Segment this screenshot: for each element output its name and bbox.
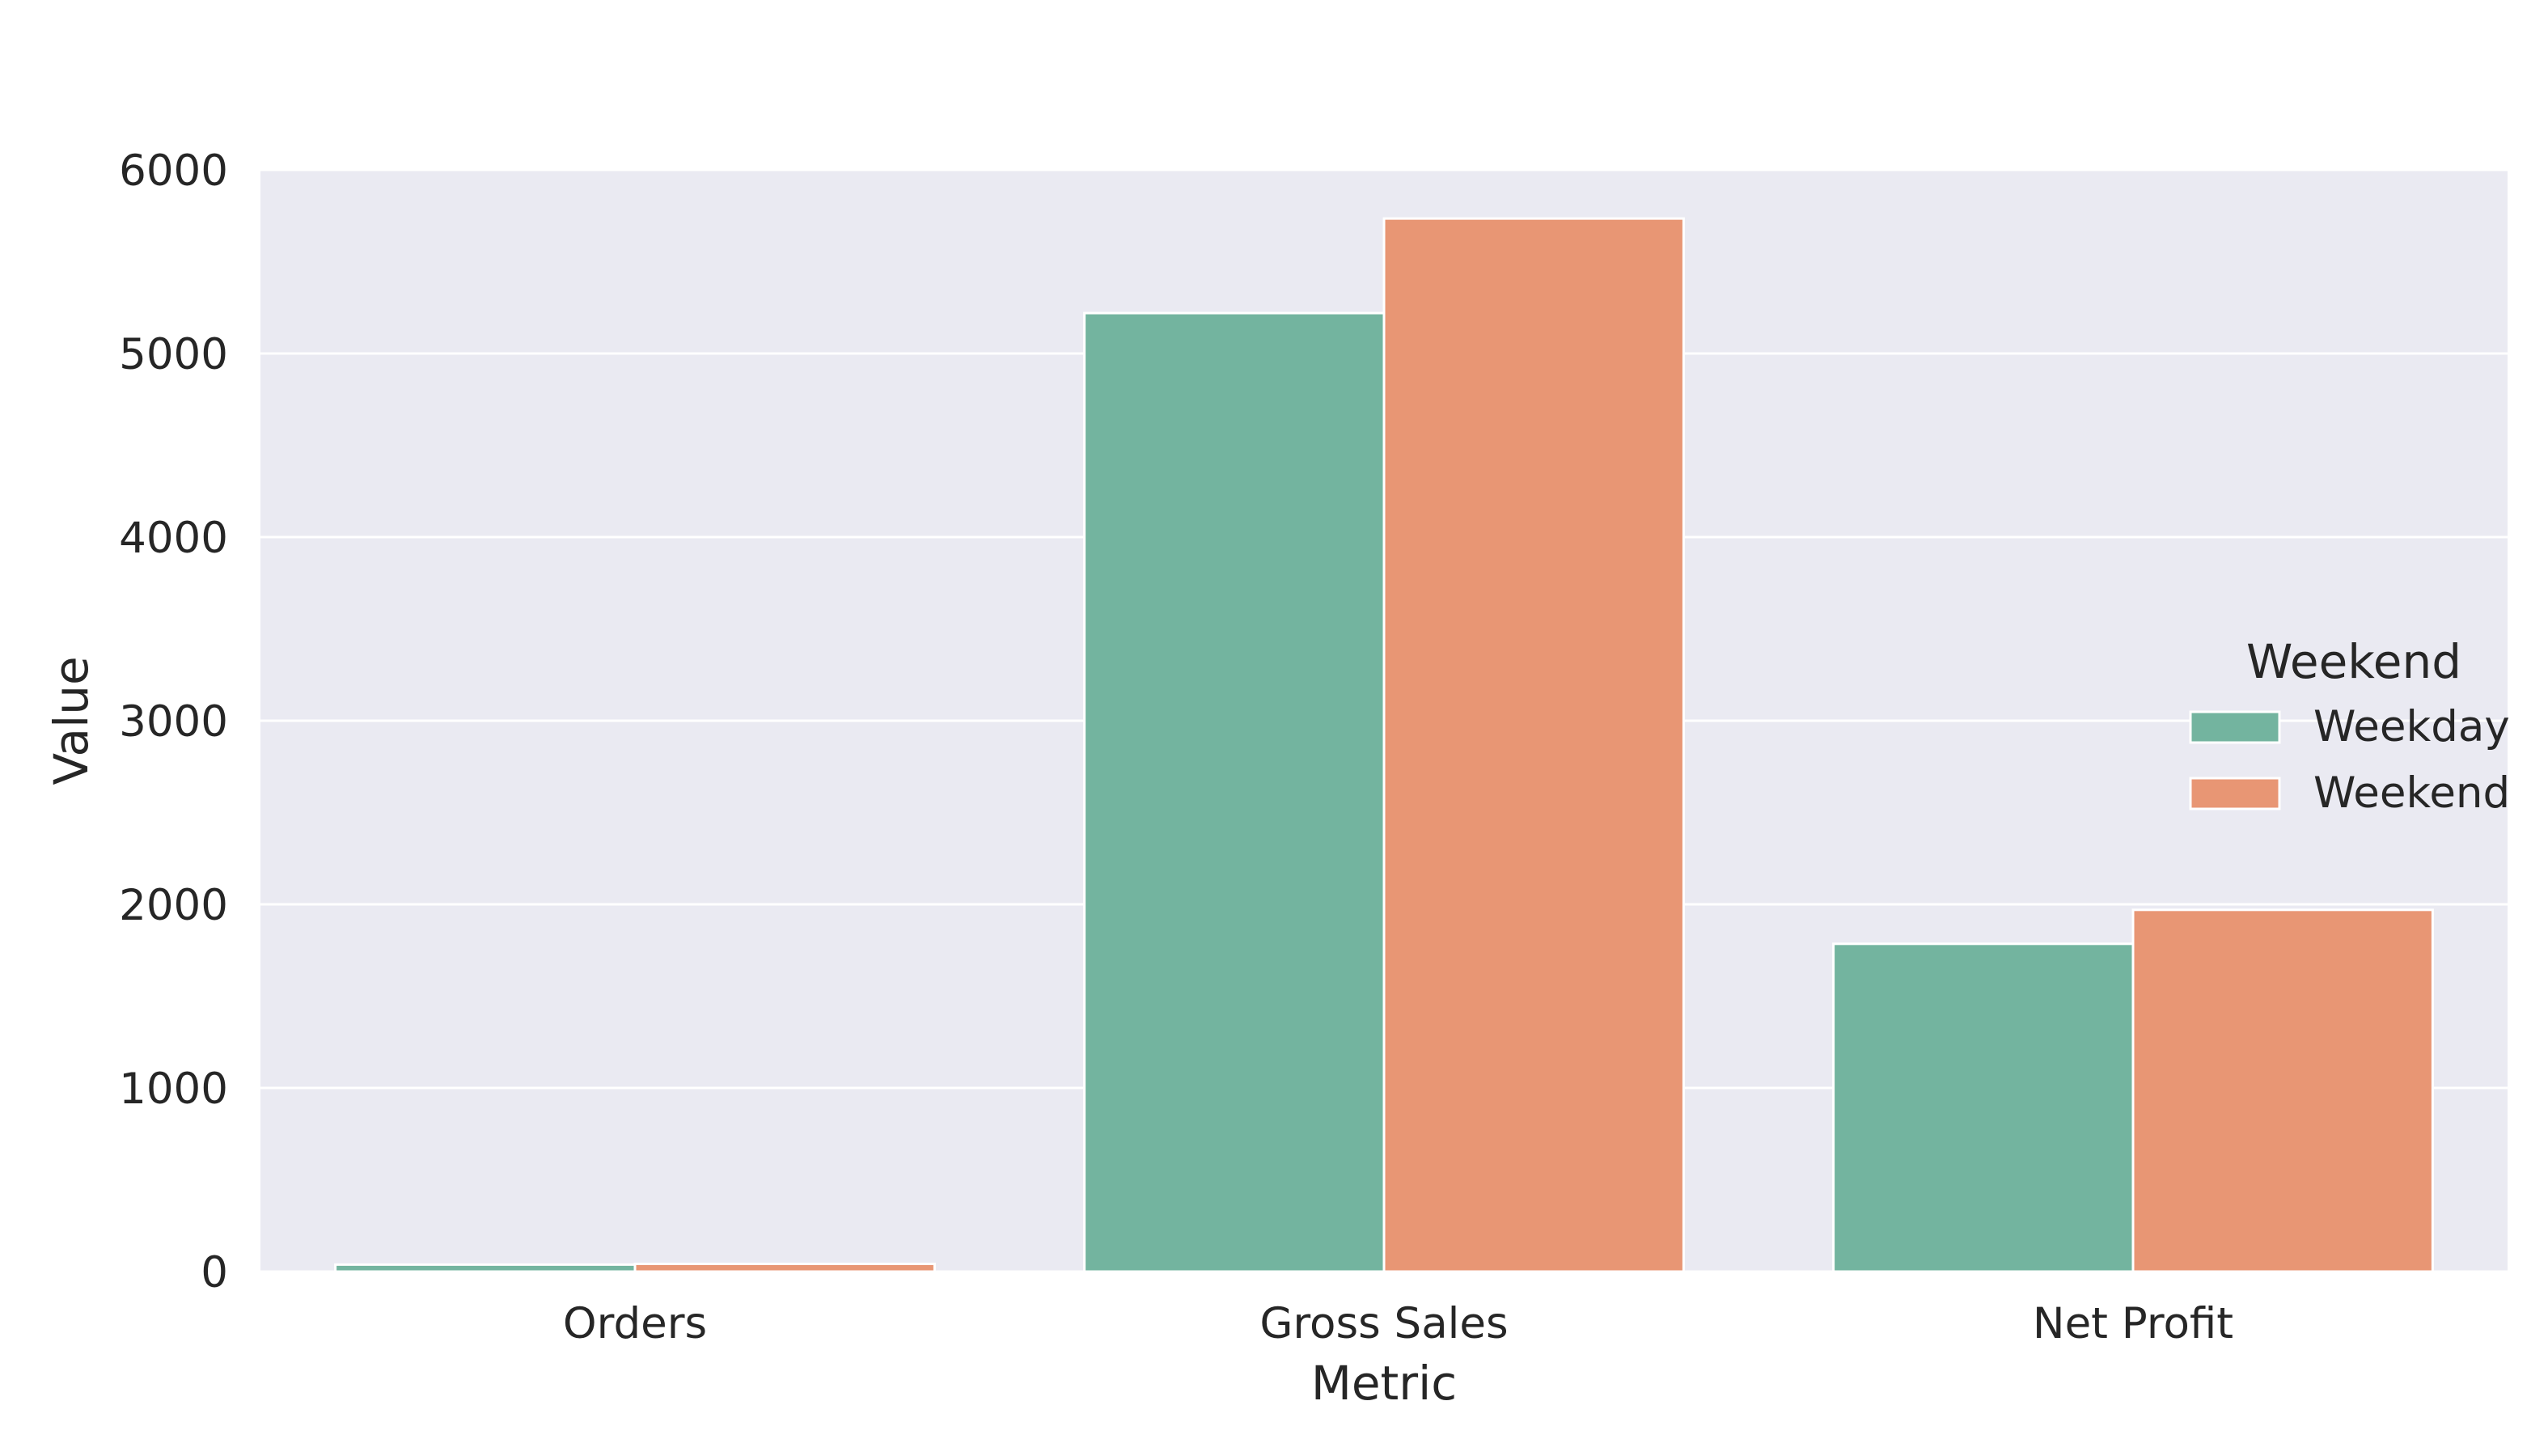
y-axis-ticks: 0 1000 2000 3000 4000 5000 6000 bbox=[119, 146, 228, 1297]
x-axis-title: Metric bbox=[1311, 1356, 1457, 1411]
y-tick-label: 6000 bbox=[119, 146, 228, 196]
y-tick-label: 4000 bbox=[119, 514, 228, 563]
bars bbox=[334, 217, 2434, 1273]
bar-weekend-net-profit bbox=[2131, 908, 2434, 1273]
x-axis-ticks: Orders Gross Sales Net Profit bbox=[563, 1299, 2233, 1348]
legend-swatch-weekend bbox=[2189, 777, 2281, 811]
y-tick-label: 2000 bbox=[119, 881, 228, 930]
legend-title: Weekend bbox=[2246, 634, 2461, 689]
legend: Weekend Weekday Weekend bbox=[2189, 634, 2510, 818]
x-tick-label: Gross Sales bbox=[1259, 1299, 1508, 1348]
bar-weekday-gross-sales bbox=[1083, 311, 1386, 1273]
y-tick-label: 3000 bbox=[119, 697, 228, 747]
legend-label-weekday: Weekday bbox=[2313, 702, 2510, 751]
x-tick-label: Net Profit bbox=[2033, 1299, 2233, 1348]
y-tick-label: 1000 bbox=[119, 1064, 228, 1114]
legend-label-weekend: Weekend bbox=[2313, 768, 2510, 818]
bar-weekday-orders bbox=[334, 1263, 637, 1273]
bar-weekend-orders bbox=[633, 1262, 936, 1273]
y-axis-title: Value bbox=[44, 656, 99, 785]
bar-weekday-net-profit bbox=[1832, 942, 2135, 1273]
y-tick-label: 5000 bbox=[119, 330, 228, 379]
x-tick-label: Orders bbox=[563, 1299, 707, 1348]
y-tick-label: 0 bbox=[201, 1248, 228, 1297]
legend-swatch-weekday bbox=[2189, 710, 2281, 744]
bar-weekend-gross-sales bbox=[1382, 217, 1685, 1273]
